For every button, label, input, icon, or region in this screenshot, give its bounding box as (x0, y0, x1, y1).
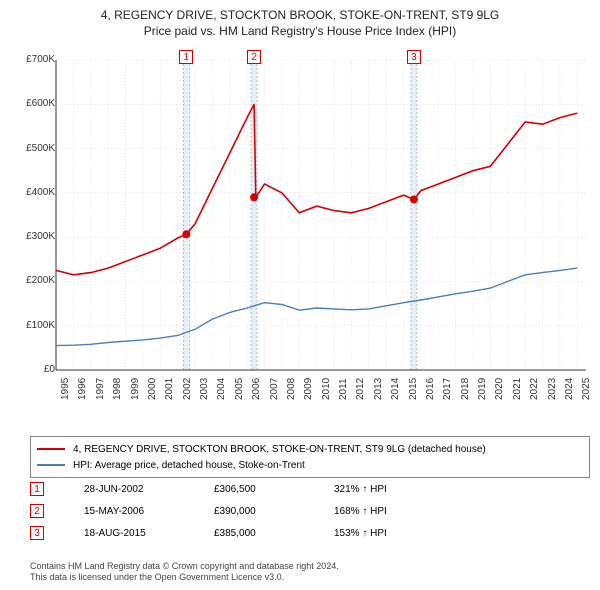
x-tick-label: 2002 (182, 378, 193, 400)
table-row: 1 28-JUN-2002 £306,500 321% ↑ HPI (30, 478, 590, 500)
x-tick-label: 2003 (199, 378, 210, 400)
x-tick-label: 2009 (303, 378, 314, 400)
x-tick-label: 2015 (408, 378, 419, 400)
legend-label-price-paid: 4, REGENCY DRIVE, STOCKTON BROOK, STOKE-… (73, 444, 486, 455)
chart-sale-marker: 1 (179, 50, 193, 64)
legend-label-hpi: HPI: Average price, detached house, Stok… (73, 460, 305, 471)
y-tick-label: £200K (15, 275, 55, 286)
chart-sale-marker: 2 (247, 50, 261, 64)
table-row: 3 18-AUG-2015 £385,000 153% ↑ HPI (30, 522, 590, 544)
sale-price: £390,000 (214, 506, 334, 517)
x-tick-label: 1995 (60, 378, 71, 400)
sale-marker: 3 (30, 526, 44, 540)
y-tick-label: £500K (15, 143, 55, 154)
x-tick-label: 2006 (251, 378, 262, 400)
footer-line2: This data is licensed under the Open Gov… (30, 572, 590, 584)
x-tick-label: 2008 (286, 378, 297, 400)
y-tick-label: £600K (15, 98, 55, 109)
title-subtitle: Price paid vs. HM Land Registry's House … (10, 24, 590, 38)
x-tick-label: 2010 (321, 378, 332, 400)
x-tick-label: 2018 (460, 378, 471, 400)
x-tick-label: 1996 (77, 378, 88, 400)
x-tick-label: 2013 (373, 378, 384, 400)
x-tick-label: 2005 (234, 378, 245, 400)
sale-price: £385,000 (214, 528, 334, 539)
chart-svg (50, 48, 590, 398)
footer-attribution: Contains HM Land Registry data © Crown c… (30, 561, 590, 584)
x-tick-label: 2012 (355, 378, 366, 400)
x-tick-label: 2025 (581, 378, 592, 400)
legend-item-hpi: HPI: Average price, detached house, Stok… (37, 457, 583, 473)
x-tick-label: 2014 (390, 378, 401, 400)
x-tick-label: 2007 (269, 378, 280, 400)
footer-line1: Contains HM Land Registry data © Crown c… (30, 561, 590, 573)
sale-hpi: 321% ↑ HPI (334, 484, 454, 495)
x-tick-label: 2011 (338, 378, 349, 400)
chart-plot-area (50, 48, 590, 398)
y-tick-label: £100K (15, 320, 55, 331)
x-tick-label: 1998 (112, 378, 123, 400)
y-tick-label: £400K (15, 187, 55, 198)
sales-table: 1 28-JUN-2002 £306,500 321% ↑ HPI 2 15-M… (30, 478, 590, 544)
sale-price: £306,500 (214, 484, 334, 495)
y-tick-label: £700K (15, 54, 55, 65)
x-tick-label: 2016 (425, 378, 436, 400)
x-tick-label: 2000 (147, 378, 158, 400)
title-address: 4, REGENCY DRIVE, STOCKTON BROOK, STOKE-… (10, 8, 590, 22)
sale-marker: 1 (30, 482, 44, 496)
chart-title-block: 4, REGENCY DRIVE, STOCKTON BROOK, STOKE-… (0, 0, 600, 42)
x-tick-label: 2004 (216, 378, 227, 400)
sale-hpi: 168% ↑ HPI (334, 506, 454, 517)
sale-hpi: 153% ↑ HPI (334, 528, 454, 539)
x-tick-label: 2017 (442, 378, 453, 400)
legend-item-price-paid: 4, REGENCY DRIVE, STOCKTON BROOK, STOKE-… (37, 441, 583, 457)
sale-date: 15-MAY-2006 (84, 506, 214, 517)
x-tick-label: 2024 (564, 378, 575, 400)
sale-date: 18-AUG-2015 (84, 528, 214, 539)
table-row: 2 15-MAY-2006 £390,000 168% ↑ HPI (30, 500, 590, 522)
x-tick-label: 2021 (512, 378, 523, 400)
y-tick-label: £300K (15, 231, 55, 242)
y-tick-label: £0 (15, 364, 55, 375)
legend-line-price-paid (37, 448, 65, 450)
x-tick-label: 1997 (95, 378, 106, 400)
sale-marker: 2 (30, 504, 44, 518)
chart-sale-marker: 3 (407, 50, 421, 64)
x-tick-label: 2020 (494, 378, 505, 400)
legend: 4, REGENCY DRIVE, STOCKTON BROOK, STOKE-… (30, 436, 590, 478)
x-tick-label: 2022 (529, 378, 540, 400)
x-tick-label: 2001 (164, 378, 175, 400)
chart-container: 4, REGENCY DRIVE, STOCKTON BROOK, STOKE-… (0, 0, 600, 590)
legend-line-hpi (37, 464, 65, 466)
x-tick-label: 2019 (477, 378, 488, 400)
x-tick-label: 1999 (130, 378, 141, 400)
sale-date: 28-JUN-2002 (84, 484, 214, 495)
x-tick-label: 2023 (547, 378, 558, 400)
